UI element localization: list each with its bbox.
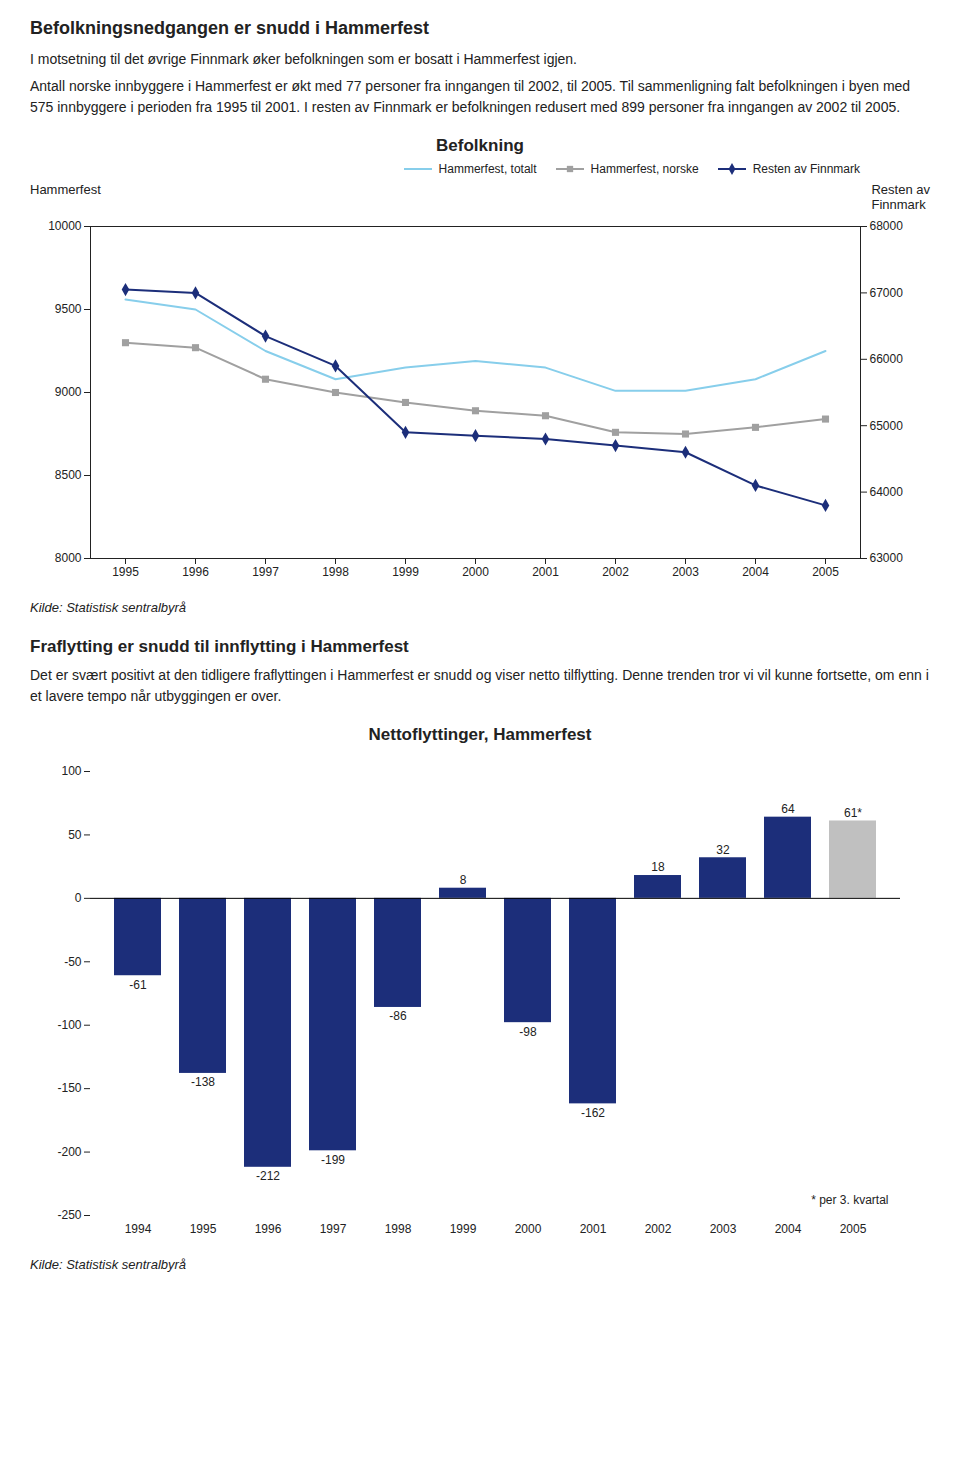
- svg-text:2004: 2004: [775, 1222, 802, 1236]
- svg-text:-98: -98: [519, 1025, 537, 1039]
- svg-text:2002: 2002: [645, 1222, 672, 1236]
- svg-text:9000: 9000: [55, 385, 82, 399]
- svg-text:63000: 63000: [870, 551, 904, 565]
- svg-text:66000: 66000: [870, 352, 904, 366]
- svg-text:1999: 1999: [392, 565, 419, 579]
- svg-text:32: 32: [716, 843, 730, 857]
- svg-text:2000: 2000: [462, 565, 489, 579]
- svg-text:1998: 1998: [385, 1222, 412, 1236]
- svg-text:8000: 8000: [55, 551, 82, 565]
- svg-text:1996: 1996: [255, 1222, 282, 1236]
- svg-text:2003: 2003: [672, 565, 699, 579]
- svg-text:2005: 2005: [840, 1222, 867, 1236]
- svg-text:-100: -100: [57, 1018, 81, 1032]
- svg-text:68000: 68000: [870, 219, 904, 233]
- svg-text:2005: 2005: [812, 565, 839, 579]
- html-text:Hammerfest, norske: Hammerfest, norske: [590, 162, 699, 176]
- svg-text:-50: -50: [64, 955, 82, 969]
- svg-text:* per 3. kvartal: * per 3. kvartal: [811, 1193, 888, 1207]
- svg-text:50: 50: [68, 828, 82, 842]
- svg-text:0: 0: [75, 891, 82, 905]
- svg-text:1998: 1998: [322, 565, 349, 579]
- svg-text:1995: 1995: [112, 565, 139, 579]
- svg-text:-150: -150: [57, 1081, 81, 1095]
- svg-text:-61: -61: [129, 978, 147, 992]
- html-text:Det er svært positivt at den t: Det er svært positivt at den tidligere f…: [30, 667, 929, 704]
- svg-text:64000: 64000: [870, 485, 904, 499]
- html-text:Befolkningsnedgangen er snudd: Befolkningsnedgangen er snudd i Hammerfe…: [30, 18, 430, 38]
- svg-text:-250: -250: [57, 1208, 81, 1222]
- html-text:Befolkning: Befolkning: [436, 136, 524, 155]
- svg-text:65000: 65000: [870, 419, 904, 433]
- svg-text:-212: -212: [256, 1169, 280, 1183]
- html-text:Hammerfest, totalt: Hammerfest, totalt: [438, 162, 537, 176]
- svg-text:1994: 1994: [125, 1222, 152, 1236]
- svg-text:8500: 8500: [55, 468, 82, 482]
- html-text:Hammerfest: Hammerfest: [30, 182, 101, 197]
- svg-text:2000: 2000: [515, 1222, 542, 1236]
- html-text:Resten av Finnmark: Resten av Finnmark: [752, 162, 860, 176]
- html-text:I motsetning til det øvrige Fi: I motsetning til det øvrige Finnmark øke…: [30, 51, 577, 67]
- svg-text:18: 18: [651, 860, 665, 874]
- svg-text:-138: -138: [191, 1075, 215, 1089]
- svg-text:9500: 9500: [55, 302, 82, 316]
- svg-text:2004: 2004: [742, 565, 769, 579]
- html-text:Fraflytting er snudd til innfl: Fraflytting er snudd til innflytting i H…: [30, 637, 409, 656]
- svg-text:8: 8: [460, 873, 467, 887]
- svg-text:61*: 61*: [844, 806, 862, 820]
- html-text:Antall norske innbyggere i Ham: Antall norske innbyggere i Hammerfest er…: [30, 78, 911, 115]
- svg-text:-162: -162: [581, 1106, 605, 1120]
- svg-text:1995: 1995: [190, 1222, 217, 1236]
- svg-text:100: 100: [61, 764, 81, 778]
- svg-text:1997: 1997: [320, 1222, 347, 1236]
- html-text:Resten av Finnmark: Resten av Finnmark: [871, 182, 930, 212]
- html-text:Kilde: Statistisk sentralbyrå: Kilde: Statistisk sentralbyrå: [30, 600, 187, 615]
- html-text:Kilde: Statistisk sentralbyrå: Kilde: Statistisk sentralbyrå: [30, 1257, 187, 1272]
- svg-text:1996: 1996: [182, 565, 209, 579]
- svg-text:2001: 2001: [532, 565, 559, 579]
- svg-text:2002: 2002: [602, 565, 629, 579]
- svg-text:67000: 67000: [870, 286, 904, 300]
- svg-text:2003: 2003: [710, 1222, 737, 1236]
- svg-text:10000: 10000: [48, 219, 82, 233]
- svg-text:-199: -199: [321, 1153, 345, 1167]
- svg-text:-86: -86: [389, 1009, 407, 1023]
- svg-text:2001: 2001: [580, 1222, 607, 1236]
- html-text:Nettoflyttinger, Hammerfest: Nettoflyttinger, Hammerfest: [368, 725, 592, 744]
- svg-text:1999: 1999: [450, 1222, 477, 1236]
- svg-text:1997: 1997: [252, 565, 279, 579]
- svg-text:-200: -200: [57, 1145, 81, 1159]
- svg-text:64: 64: [781, 802, 795, 816]
